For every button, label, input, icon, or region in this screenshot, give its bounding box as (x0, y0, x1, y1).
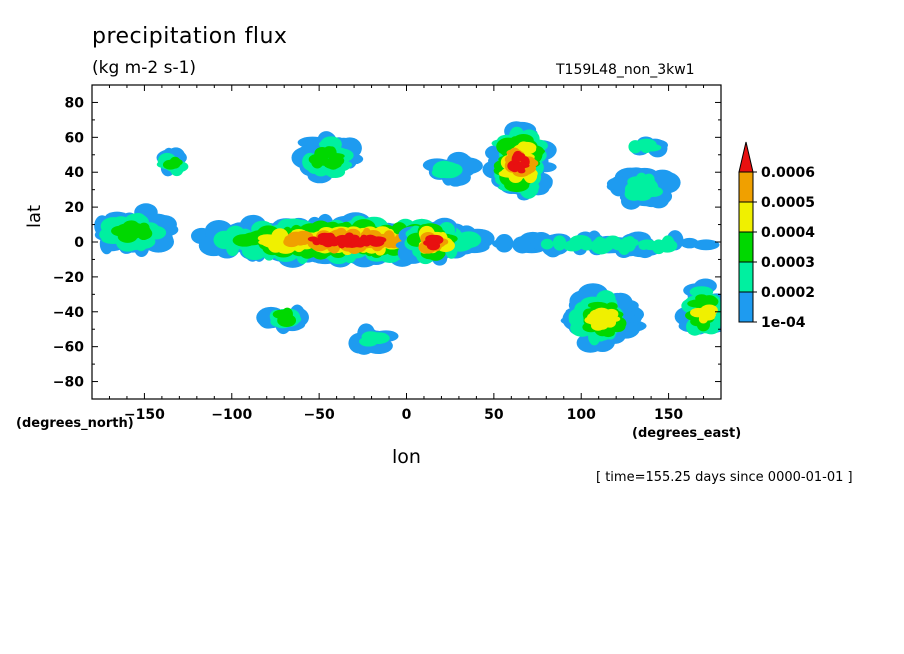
precip-cell-6 (441, 163, 452, 179)
y-tick-label: −80 (53, 375, 84, 391)
y-tick-label: 40 (65, 165, 85, 181)
precip-cell-3 (552, 235, 567, 251)
colorbar-swatch (738, 291, 754, 323)
x-tick-label: 0 (402, 407, 412, 423)
precip-cell-1 (213, 230, 236, 250)
precip-cell-11 (277, 314, 297, 327)
colorbar-label: 0.0006 (761, 165, 815, 181)
precip-cell-3 (540, 238, 554, 250)
chart-title: precipitation flux (92, 24, 288, 49)
precip-cell-3 (563, 240, 583, 252)
precip-cell-1 (295, 231, 311, 245)
colorbar-swatch (738, 261, 754, 293)
precip-cell-0 (138, 222, 150, 234)
x-tick-label: −100 (211, 407, 252, 423)
precip-cell-3 (692, 239, 720, 251)
precip-cell-12 (643, 186, 663, 197)
precip-cell-3 (623, 235, 637, 252)
precip-cell-8 (595, 319, 609, 330)
precip-cell-0 (119, 233, 135, 240)
precip-cell-5 (332, 154, 343, 164)
field-layer (94, 121, 721, 355)
y-tick-label: 0 (74, 235, 84, 251)
y-tick-label: −20 (53, 270, 84, 286)
run-label: T159L48_non_3kw1 (556, 62, 695, 78)
y-tick-label: −40 (53, 305, 84, 321)
colorbar-swatch (738, 231, 754, 263)
x-tick-label: 150 (654, 407, 683, 423)
precip-cell-0 (123, 220, 140, 232)
precip-cell-9 (698, 314, 708, 324)
precip-cell-1 (368, 236, 385, 247)
precip-cell-3 (590, 237, 612, 255)
precip-cell-10 (365, 334, 377, 346)
precip-cell-3 (680, 237, 699, 249)
precip-cell-1 (324, 240, 340, 246)
precip-cell-1 (269, 238, 284, 248)
precip-cell-9 (692, 299, 708, 308)
precip-cell-8 (603, 315, 621, 323)
y-tick-label: 80 (65, 95, 85, 111)
precip-cell-5 (314, 157, 334, 166)
y-tick-label: 20 (65, 200, 85, 216)
colorbar-label: 0.0005 (761, 195, 815, 211)
time-stamp: [ time=155.25 days since 0000-01-01 ] (596, 470, 853, 485)
x-tick-label: −50 (304, 407, 335, 423)
x-axis-label: lon (392, 446, 421, 468)
precip-cell-5 (318, 139, 341, 150)
chart-subtitle: (kg m-2 s-1) (92, 58, 197, 78)
y-tick-label: 60 (65, 130, 85, 146)
x-tick-label: 100 (567, 407, 596, 423)
y-tick-label: −60 (53, 340, 84, 356)
precip-cell-12 (627, 176, 647, 188)
colorbar-label: 1e-04 (761, 315, 806, 331)
colorbar-swatch (738, 201, 754, 233)
y-axis-unit: (degrees_north) (16, 416, 134, 431)
colorbar-label: 0.0002 (761, 285, 815, 301)
precip-cell-3 (651, 239, 666, 255)
precip-cell-4 (511, 153, 520, 165)
precip-cell-13 (628, 140, 643, 154)
precip-cell-3 (492, 238, 514, 249)
colorbar-swatch (738, 171, 754, 203)
precip-cell-2 (425, 239, 437, 246)
precip-cell-3 (512, 236, 533, 254)
precip-cell-8 (605, 302, 618, 311)
x-tick-label: −150 (124, 407, 165, 423)
precip-cell-7 (169, 158, 183, 166)
precip-cell-1 (337, 236, 352, 245)
colorbar-swatch (738, 141, 754, 173)
x-axis-unit: (degrees_east) (632, 426, 742, 441)
precip-cell-1 (317, 232, 332, 242)
colorbar-label: 0.0004 (761, 225, 815, 241)
colorbar-label: 0.0003 (761, 255, 815, 271)
precip-cell-13 (639, 139, 653, 154)
precip-cell-3 (579, 240, 594, 251)
precip-cell-1 (283, 236, 300, 248)
x-tick-label: 50 (484, 407, 504, 423)
